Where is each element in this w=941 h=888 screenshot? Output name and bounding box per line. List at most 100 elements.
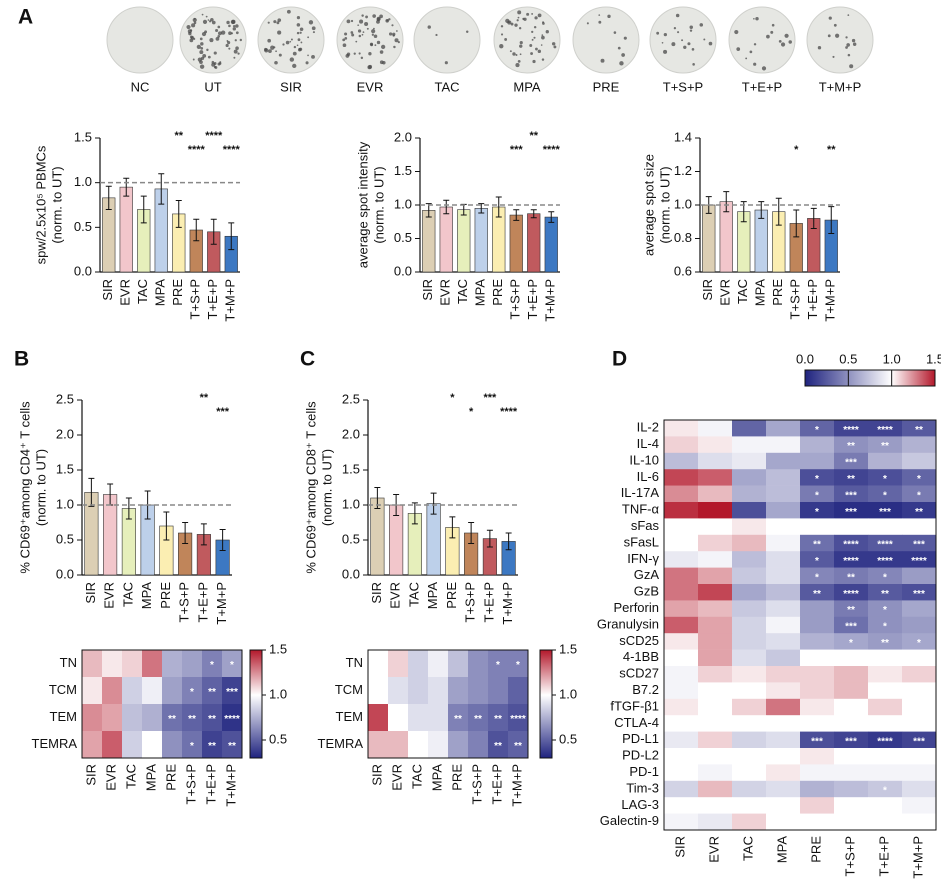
spot [600, 58, 605, 63]
error-bar [495, 196, 502, 218]
heatmap-cell [800, 649, 835, 667]
spot [267, 21, 270, 24]
heatmap-cell [408, 704, 429, 732]
heatmap-cell [902, 534, 937, 552]
heatmap-cell [766, 502, 801, 519]
spot [827, 34, 831, 38]
well [413, 6, 481, 74]
heatmap-cell [182, 650, 203, 678]
spot [344, 32, 348, 36]
spot [533, 36, 536, 39]
heatmap-cell [102, 704, 123, 732]
heatmap-cell [698, 420, 733, 437]
spot [213, 66, 217, 69]
y-tick-label: 0.5 [394, 230, 412, 245]
panel-label: B [14, 348, 29, 371]
heatmap-cell [142, 650, 163, 678]
y-tick-label: 2.5 [342, 391, 360, 406]
significance: * [883, 622, 887, 633]
heatmap-cell [388, 704, 409, 732]
x-tick-label: T+S+P [188, 279, 203, 319]
significance: **** [877, 425, 893, 436]
heatmap-cell [766, 616, 801, 634]
heatmap-cell [834, 534, 869, 552]
spot [312, 31, 315, 34]
error-bar [505, 532, 512, 551]
spot [297, 38, 301, 42]
spot [357, 29, 362, 33]
x-tick-label: T+S+P [508, 279, 523, 319]
heatmap-cell [766, 452, 801, 470]
significance: **** [223, 144, 241, 156]
spot [362, 31, 365, 33]
y-axis-label: average spot intensity [355, 141, 370, 268]
spot [388, 18, 391, 21]
x-tick-label: PRE [770, 279, 785, 306]
x-tick-label: MPA [153, 279, 168, 307]
heatmap-cell [868, 534, 903, 552]
heatmap-cell [698, 534, 733, 552]
spot [817, 46, 822, 50]
y-axis-label: (norm. to UT) [33, 449, 48, 526]
heatmap-cell [732, 567, 767, 585]
column-label: EVR [706, 836, 721, 863]
spot [228, 24, 231, 28]
well-label: EVR [357, 79, 384, 94]
heatmap-cell [698, 633, 733, 650]
heatmap-cell [902, 420, 937, 437]
significance: ** [881, 638, 889, 649]
heatmap-cell [428, 650, 449, 678]
heatmap-cell [766, 748, 801, 765]
y-tick-label: 1.0 [56, 496, 74, 511]
y-axis-label: % CD69⁺among CD4⁺ T cells [17, 401, 32, 574]
heatmap-cell [388, 677, 409, 705]
row-label: TN [60, 655, 77, 670]
heatmap-cell [902, 731, 937, 749]
heatmap-cell [834, 551, 869, 568]
spot [233, 49, 238, 54]
heatmap-cell [182, 704, 203, 732]
error-bar [175, 200, 182, 228]
well [728, 6, 796, 74]
heatmap-cell [698, 518, 733, 536]
heatmap-cell [732, 731, 767, 749]
heatmap-cell [664, 715, 699, 732]
spot [277, 18, 282, 22]
spot [382, 61, 386, 65]
heatmap-cell [800, 813, 835, 831]
x-tick-label: T+S+P [788, 279, 803, 319]
error-bar [88, 477, 95, 507]
significance: *** [845, 458, 857, 469]
heatmap-cell [664, 502, 699, 519]
heatmap-cell [868, 698, 903, 716]
heatmap-cell [800, 616, 835, 634]
significance: **** [877, 736, 893, 747]
heatmap-cell [766, 698, 801, 716]
colorbar-tick-label: 1.5 [559, 641, 577, 656]
heatmap-cell [202, 677, 223, 705]
heatmap-frame [81, 649, 243, 759]
bar [119, 186, 133, 273]
spot [379, 50, 384, 54]
row-label: TN [346, 655, 363, 670]
spot [361, 14, 364, 17]
error-bar [200, 523, 207, 546]
column-label: T+M+P [910, 836, 925, 879]
spot [355, 40, 358, 43]
spot [541, 34, 544, 36]
heatmap-cell [732, 813, 767, 831]
x-tick-label: EVR [388, 582, 403, 609]
heatmap-cell [902, 748, 937, 765]
heatmap-cell [698, 551, 733, 568]
spot [201, 13, 204, 16]
heatmap-cell [698, 485, 733, 503]
spot [515, 63, 520, 68]
spot [376, 16, 381, 21]
column-label: PRE [808, 836, 823, 863]
row-label: TCM [49, 682, 77, 697]
significance: *** [510, 144, 524, 156]
spot [210, 17, 214, 22]
x-tick-label: T+M+P [223, 279, 238, 322]
significance: ** [847, 572, 855, 583]
heatmap-cell [698, 649, 733, 667]
